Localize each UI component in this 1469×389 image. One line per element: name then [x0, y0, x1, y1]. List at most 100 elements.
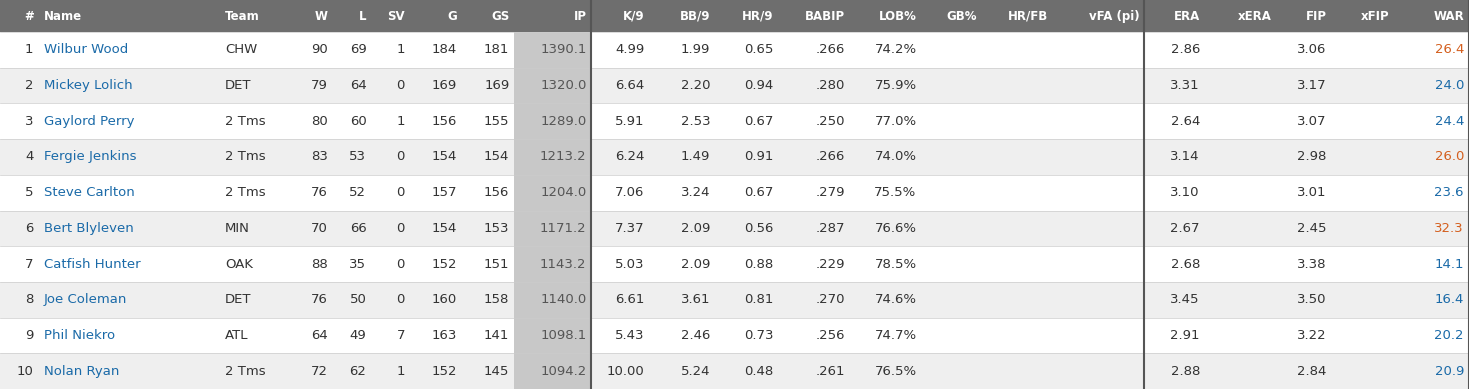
Bar — [514, 68, 592, 103]
Text: #: # — [24, 9, 34, 23]
Bar — [514, 139, 592, 175]
Text: 50: 50 — [350, 293, 366, 306]
Text: 20.2: 20.2 — [1435, 329, 1465, 342]
Text: 1098.1: 1098.1 — [541, 329, 586, 342]
Bar — [514, 353, 592, 389]
Text: ERA: ERA — [1174, 9, 1200, 23]
Text: 26.4: 26.4 — [1435, 43, 1465, 56]
Text: 145: 145 — [485, 364, 510, 378]
Text: 152: 152 — [432, 364, 457, 378]
Text: .287: .287 — [815, 222, 845, 235]
Text: 2.09: 2.09 — [680, 222, 710, 235]
Text: 2.88: 2.88 — [1171, 364, 1200, 378]
Bar — [0, 282, 1469, 317]
Text: 14.1: 14.1 — [1435, 258, 1465, 271]
Text: 0: 0 — [397, 258, 405, 271]
Text: K/9: K/9 — [623, 9, 645, 23]
Text: 0: 0 — [397, 293, 405, 306]
Text: 76.6%: 76.6% — [874, 222, 917, 235]
Text: 74.7%: 74.7% — [874, 329, 917, 342]
Bar — [514, 210, 592, 246]
Text: 66: 66 — [350, 222, 366, 235]
Text: 1.99: 1.99 — [680, 43, 710, 56]
Text: 0: 0 — [397, 222, 405, 235]
Text: .229: .229 — [815, 258, 845, 271]
Text: 3.01: 3.01 — [1297, 186, 1327, 199]
Text: .280: .280 — [815, 79, 845, 92]
Text: 0: 0 — [397, 151, 405, 163]
Text: 2.53: 2.53 — [680, 115, 710, 128]
Text: xERA: xERA — [1237, 9, 1272, 23]
Text: 4: 4 — [25, 151, 34, 163]
Text: 88: 88 — [311, 258, 328, 271]
Text: .250: .250 — [815, 115, 845, 128]
Text: .279: .279 — [815, 186, 845, 199]
Bar — [0, 210, 1469, 246]
Text: 3.24: 3.24 — [680, 186, 710, 199]
Text: 5.43: 5.43 — [614, 329, 645, 342]
Text: 1094.2: 1094.2 — [541, 364, 586, 378]
Text: Mickey Lolich: Mickey Lolich — [44, 79, 132, 92]
Text: .266: .266 — [815, 43, 845, 56]
Text: 2.68: 2.68 — [1171, 258, 1200, 271]
Text: 0: 0 — [397, 186, 405, 199]
Text: OAK: OAK — [225, 258, 253, 271]
Text: 6.64: 6.64 — [616, 79, 645, 92]
Bar — [514, 317, 592, 353]
Bar — [514, 32, 592, 68]
Text: .261: .261 — [815, 364, 845, 378]
Text: 5.03: 5.03 — [614, 258, 645, 271]
Text: L: L — [358, 9, 366, 23]
Text: 3.38: 3.38 — [1297, 258, 1327, 271]
Text: 62: 62 — [350, 364, 366, 378]
Text: 2.84: 2.84 — [1297, 364, 1327, 378]
Text: 0.67: 0.67 — [745, 186, 774, 199]
Text: Bert Blyleven: Bert Blyleven — [44, 222, 134, 235]
Text: 80: 80 — [311, 115, 328, 128]
Text: 7: 7 — [25, 258, 34, 271]
Text: 90: 90 — [311, 43, 328, 56]
Text: 1289.0: 1289.0 — [541, 115, 586, 128]
Text: 70: 70 — [311, 222, 328, 235]
Text: 184: 184 — [432, 43, 457, 56]
Text: .256: .256 — [815, 329, 845, 342]
Text: Catfish Hunter: Catfish Hunter — [44, 258, 140, 271]
Text: 7: 7 — [397, 329, 405, 342]
Text: ATL: ATL — [225, 329, 248, 342]
Bar — [0, 175, 1469, 210]
Text: 76.5%: 76.5% — [874, 364, 917, 378]
Text: DET: DET — [225, 293, 251, 306]
Text: 5.91: 5.91 — [614, 115, 645, 128]
Bar — [0, 32, 1469, 68]
Text: Gaylord Perry: Gaylord Perry — [44, 115, 134, 128]
Text: 74.6%: 74.6% — [874, 293, 917, 306]
Bar — [514, 246, 592, 282]
Text: W: W — [314, 9, 328, 23]
Text: 6.24: 6.24 — [616, 151, 645, 163]
Text: 157: 157 — [432, 186, 457, 199]
Text: 2: 2 — [25, 79, 34, 92]
Text: 7.06: 7.06 — [616, 186, 645, 199]
Text: 60: 60 — [350, 115, 366, 128]
Text: 53: 53 — [350, 151, 366, 163]
Text: WAR: WAR — [1434, 9, 1465, 23]
Text: 5.24: 5.24 — [680, 364, 710, 378]
Text: 24.0: 24.0 — [1435, 79, 1465, 92]
Text: Team: Team — [225, 9, 260, 23]
Text: 154: 154 — [432, 151, 457, 163]
Text: SV: SV — [388, 9, 405, 23]
Text: 156: 156 — [485, 186, 510, 199]
Text: 3.17: 3.17 — [1297, 79, 1327, 92]
Text: 69: 69 — [350, 43, 366, 56]
Text: 49: 49 — [350, 329, 366, 342]
Text: 2.86: 2.86 — [1171, 43, 1200, 56]
Text: DET: DET — [225, 79, 251, 92]
Text: Phil Niekro: Phil Niekro — [44, 329, 115, 342]
Text: .266: .266 — [815, 151, 845, 163]
Text: G: G — [448, 9, 457, 23]
Text: 169: 169 — [485, 79, 510, 92]
Text: FIP: FIP — [1306, 9, 1327, 23]
Bar — [514, 103, 592, 139]
Text: 2.45: 2.45 — [1297, 222, 1327, 235]
Bar — [514, 175, 592, 210]
